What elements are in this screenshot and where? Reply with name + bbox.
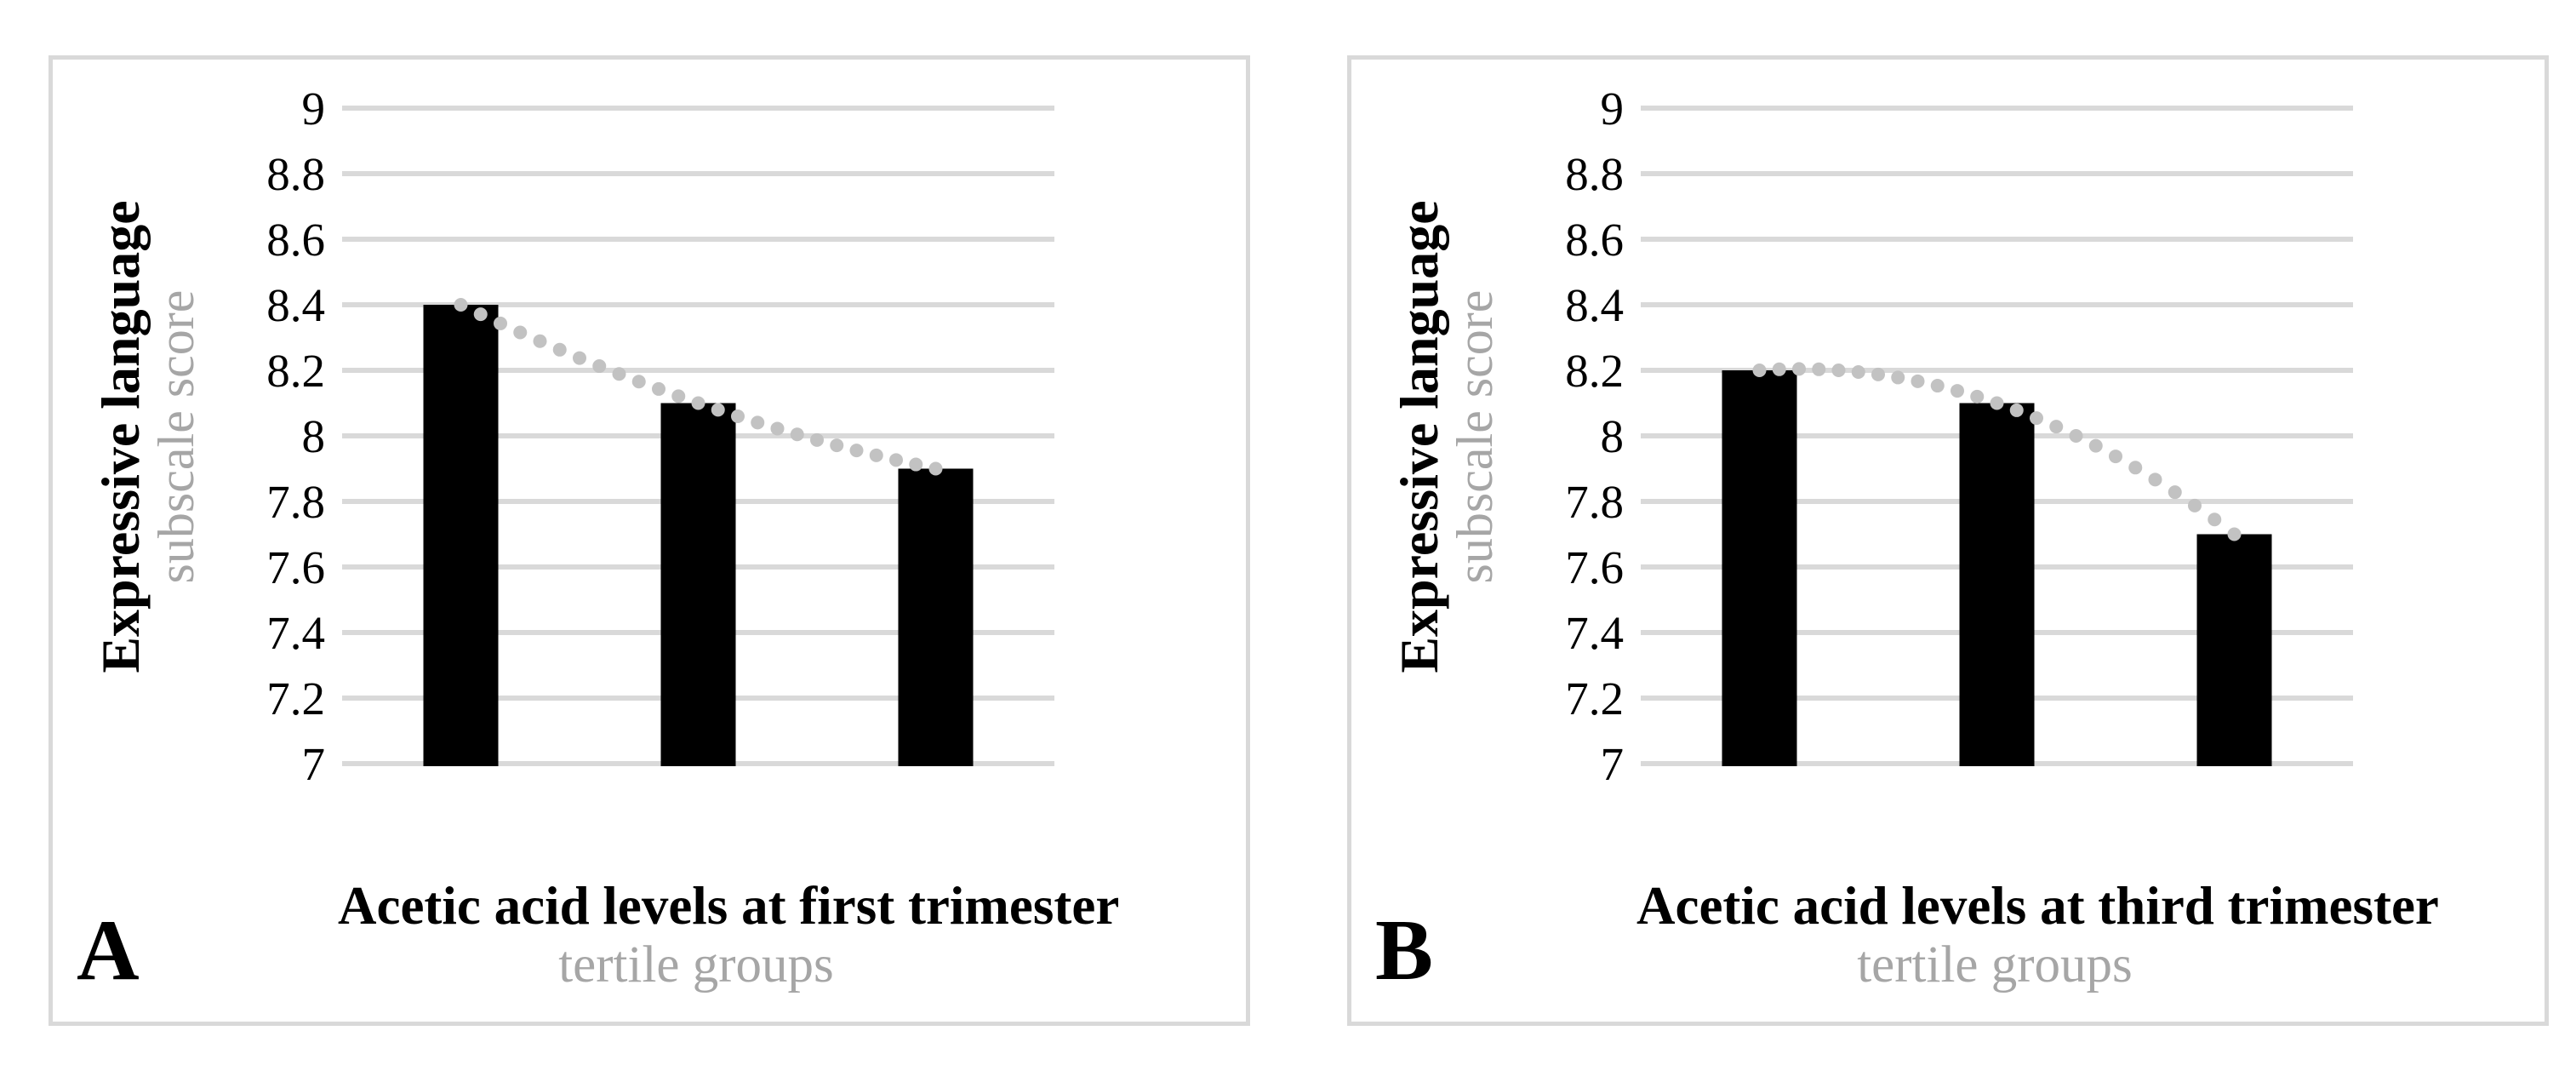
bar-chart-b: 9 8.8 8.6 8.4 8.2 8 7.8 7.6 7.4 7.2 7 (1565, 83, 2353, 790)
bar-series (1722, 370, 2272, 766)
x-axis-title: Acetic acid levels at first trimester te… (338, 875, 1120, 994)
y-tick-label: 8.2 (1565, 345, 1624, 397)
x-axis-title-sub: tertile groups (558, 936, 834, 993)
trendline-dot (631, 375, 646, 389)
trendline-dot (869, 448, 883, 462)
y-tick-label: 8.8 (266, 148, 325, 200)
trendline-dot (652, 381, 665, 396)
y-axis-tick-labels: 9 8.8 8.6 8.4 8.2 8 7.8 7.6 7.4 7.2 7 (266, 83, 325, 790)
trendline-dot (2030, 411, 2043, 426)
y-tick-label: 8.4 (1565, 279, 1624, 331)
y-tick-label: 7.4 (266, 607, 325, 659)
y-tick-label: 7 (1601, 738, 1625, 790)
trendline-dot (1930, 379, 1945, 393)
trendline-dot (454, 298, 468, 312)
trendline-dot (573, 351, 586, 365)
trendline-dot (2227, 527, 2242, 541)
trendline-dot (1831, 364, 1846, 377)
trendline-dot (790, 427, 804, 442)
trendline-dot (612, 367, 626, 381)
trendline-dot (2009, 403, 2024, 417)
trendline-dot (2128, 461, 2143, 475)
trendline-dot (592, 359, 607, 374)
trendline-dot (1891, 370, 1905, 385)
x-axis-title: Acetic acid levels at third trimester te… (1636, 875, 2439, 994)
bar (1722, 370, 1797, 766)
bar (660, 403, 736, 766)
trendline-dot (2049, 420, 2064, 434)
trendline-dot (691, 396, 705, 410)
trendline-dot (1772, 362, 1786, 376)
bar (423, 305, 499, 766)
y-tick-label: 9 (302, 83, 326, 135)
y-tick-label: 8.6 (266, 214, 325, 266)
trendline-dots (454, 298, 943, 476)
trendline-dot (711, 403, 725, 417)
trendline-dot (830, 438, 844, 453)
y-tick-label: 8.2 (266, 345, 325, 397)
trendline-dot (2208, 512, 2222, 527)
trendline-dot (928, 461, 943, 476)
panel-letter-b: B (1375, 902, 1434, 999)
trendline-dot (2069, 429, 2083, 443)
y-tick-label: 9 (1601, 83, 1625, 135)
bar (2196, 534, 2272, 766)
trendline-dot (552, 342, 567, 357)
y-tick-label: 7.2 (266, 673, 325, 724)
trendline-dot (849, 444, 864, 458)
x-axis-title-main: Acetic acid levels at third trimester (1636, 876, 2439, 936)
y-tick-label: 8 (1601, 410, 1625, 462)
trendline-dot (1752, 364, 1767, 377)
x-axis-title-sub: tertile groups (1857, 936, 2133, 993)
y-tick-label: 7.4 (1565, 607, 1624, 659)
trendline-dot (1951, 384, 1964, 398)
trendline-dot (770, 421, 785, 436)
trendline-dot (909, 457, 923, 472)
y-tick-label: 7.8 (266, 476, 325, 528)
y-tick-label: 7.8 (1565, 476, 1624, 528)
y-tick-label: 7.6 (266, 541, 325, 593)
trendline-dots (1752, 362, 2242, 541)
y-tick-label: 8.8 (1565, 148, 1624, 200)
trendline-dot (1871, 367, 1885, 381)
bar-series (423, 305, 974, 766)
panel-a: 9 8.8 8.6 8.4 8.2 8 7.8 7.6 7.4 7.2 7 Expressive l… (49, 55, 1250, 1026)
trendline-dot (1812, 362, 1826, 376)
trendline-dot (731, 409, 745, 424)
bar (898, 468, 974, 766)
y-tick-label: 8.4 (266, 279, 325, 331)
y-tick-label: 8 (302, 410, 326, 462)
trendline-dot (2088, 438, 2103, 453)
x-axis-title-main: Acetic acid levels at first trimester (338, 876, 1120, 936)
trendline-dot (1970, 389, 1985, 404)
trendline-dot (2188, 498, 2202, 512)
y-tick-label: 7.6 (1565, 541, 1624, 593)
trendline-dot (494, 316, 507, 330)
trendline-dot (2168, 485, 2182, 500)
trendline-dot (671, 389, 686, 404)
trendline-dot (1792, 362, 1806, 376)
trendline-dot (513, 325, 528, 340)
trendline-dot (2148, 472, 2162, 487)
trendline-dot (473, 307, 488, 322)
trendline-dot (1911, 374, 1925, 388)
trendline-dot (1851, 365, 1865, 380)
trendline-dot (810, 432, 824, 447)
panel-b: 9 8.8 8.6 8.4 8.2 8 7.8 7.6 7.4 7.2 7 Expressive l… (1347, 55, 2549, 1026)
y-tick-label: 7.2 (1565, 673, 1624, 724)
trendline-dot (1990, 396, 2004, 410)
trendline-dot (889, 453, 903, 467)
y-tick-label: 8.6 (1565, 214, 1624, 266)
trendline-dot (751, 415, 765, 430)
bar-chart-a: 9 8.8 8.6 8.4 8.2 8 7.8 7.6 7.4 7.2 7 (266, 83, 1054, 790)
y-tick-label: 7 (302, 738, 326, 790)
bar (1959, 403, 2035, 766)
y-axis-tick-labels: 9 8.8 8.6 8.4 8.2 8 7.8 7.6 7.4 7.2 7 (1565, 83, 1624, 790)
trendline-dot (2109, 449, 2122, 464)
trendline-dot (533, 334, 547, 348)
panel-letter-a: A (77, 902, 140, 999)
